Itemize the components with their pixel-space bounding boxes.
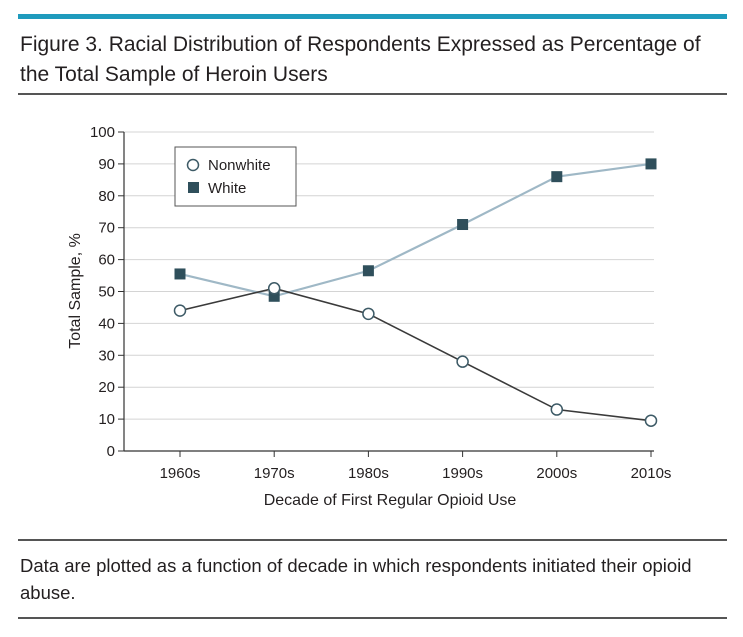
- data-point-white: [174, 268, 186, 280]
- x-tick-label: 1980s: [348, 465, 389, 482]
- series-lines: [179, 162, 652, 422]
- x-tick-label: 1960s: [160, 465, 201, 482]
- legend-white-marker: [188, 182, 199, 193]
- legend: Nonwhite White: [174, 146, 297, 207]
- bottom-divider: [18, 617, 727, 619]
- data-point-nonwhite: [173, 304, 187, 317]
- series-line-nonwhite: [179, 287, 652, 422]
- data-point-nonwhite: [362, 307, 375, 321]
- axes: 0 10 20 30 40 50 60 70 80 90 100 1960s 1970s 1980s 199…: [90, 124, 671, 482]
- data-point-white: [268, 290, 280, 302]
- data-point-white: [457, 219, 469, 231]
- caption-divider: [18, 539, 727, 541]
- figure-caption: Data are plotted as a function of decade…: [20, 555, 692, 603]
- y-tick-label: 0: [107, 443, 115, 460]
- x-tick-label: 1970s: [254, 465, 295, 482]
- data-point-nonwhite: [267, 282, 281, 295]
- y-tick-label: 80: [98, 188, 115, 205]
- x-tick-label: 2010s: [631, 465, 672, 482]
- data-point-nonwhite: [456, 355, 469, 368]
- y-tick-label: 90: [98, 156, 115, 173]
- y-axis-label: Total Sample, %: [67, 233, 84, 349]
- y-tick-label: 100: [90, 124, 115, 141]
- data-point-nonwhite: [550, 403, 564, 416]
- y-tick-label: 30: [98, 347, 115, 364]
- data-point-white: [645, 158, 657, 170]
- legend-nonwhite-label: Nonwhite: [208, 157, 271, 174]
- legend-nonwhite-marker: [186, 158, 200, 172]
- y-tick-label: 60: [98, 252, 115, 269]
- y-tick-label: 40: [98, 315, 115, 332]
- y-tick-label: 10: [98, 411, 115, 428]
- data-markers: [173, 158, 658, 427]
- x-axis-label: Decade of First Regular Opioid Use: [264, 492, 517, 509]
- data-point-white: [362, 265, 374, 277]
- title-divider: [18, 93, 727, 95]
- x-tick-label: 1990s: [442, 465, 483, 482]
- legend-box: [174, 146, 297, 207]
- x-tick-label: 2000s: [536, 465, 577, 482]
- line-chart: 0 10 20 30 40 50 60 70 80 90 100 1960s 1970s 1980s 199…: [67, 124, 671, 509]
- y-tick-label: 20: [98, 379, 115, 396]
- y-tick-label: 70: [98, 220, 115, 237]
- legend-white-label: White: [208, 180, 246, 197]
- y-tick-label: 50: [98, 284, 115, 301]
- data-point-nonwhite: [644, 414, 658, 427]
- accent-bar: [18, 14, 727, 19]
- data-point-white: [551, 171, 563, 183]
- figure-title: Figure 3. Racial Distribution of Respond…: [20, 33, 701, 86]
